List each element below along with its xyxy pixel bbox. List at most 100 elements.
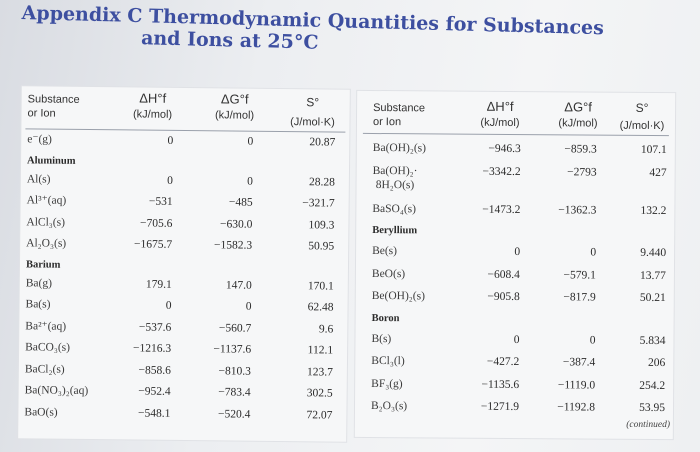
dg-value: −579.1 [563, 269, 596, 282]
dg-value: 0 [247, 135, 254, 148]
dg-value: −783.4 [218, 386, 251, 399]
left-rows: e⁻(g) 0 0 20.87 Aluminum Al(s) 0 0 28.28 Al³⁺(aq)… [22, 86, 350, 421]
dh-value: −531 [148, 195, 173, 208]
dh-value: −3342.2 [482, 165, 521, 178]
header-dh: ΔH°f [486, 98, 514, 114]
continued-note: (continued) [626, 420, 670, 430]
header-or-ion: or Ion [27, 107, 56, 120]
s-value: 62.48 [307, 301, 334, 314]
substance-name: e⁻(g) [27, 133, 52, 146]
substance-name: BaO(s) [24, 405, 58, 419]
substance-name: Al(s) [26, 172, 51, 186]
dh-value: 0 [514, 246, 521, 259]
dh-value: −427.2 [486, 356, 520, 369]
header-s: S° [635, 100, 649, 115]
dg-value: 0 [589, 334, 596, 347]
substance-name: Ba(s) [25, 298, 51, 311]
substance-name: BaCl₂(s) [24, 362, 65, 376]
dh-value: −1216.3 [132, 342, 172, 355]
dh-value: −1271.9 [480, 401, 520, 414]
header-or-ion: or Ion [372, 116, 402, 129]
substance-name: Ba(g) [25, 276, 53, 290]
dg-value: 147.0 [225, 278, 252, 292]
header-dh: ΔH°f [139, 90, 167, 106]
substance-name: Al³⁺(aq) [26, 194, 67, 207]
s-value: 112.1 [307, 344, 334, 357]
substance-name: Be(s) [372, 245, 398, 258]
s-value: −321.7 [302, 197, 335, 210]
substance-name: Be(OH)₂(s) [371, 290, 426, 303]
substance-name: Ba(OH)₂· 8H₂O(s) [372, 164, 418, 191]
dg-value: −560.7 [218, 321, 252, 335]
dh-value: −952.4 [138, 385, 171, 398]
s-value: 28.28 [308, 175, 335, 189]
substance-name: Al₂O₃(s) [26, 237, 67, 250]
s-value: 123.7 [306, 365, 333, 379]
dg-value: −1192.8 [557, 401, 596, 414]
dh-value: 0 [167, 174, 173, 187]
dg-value: −1137.6 [213, 343, 252, 356]
dh-value: −537.6 [138, 321, 172, 334]
dh-value: −705.6 [139, 217, 173, 230]
s-value: 50.95 [308, 240, 335, 253]
section-heading: Beryllium [372, 225, 418, 237]
dg-value: −2793 [567, 165, 597, 179]
substance-name: Ba²⁺(aq) [25, 319, 67, 333]
dh-value: 0 [513, 333, 520, 346]
dh-value: −1675.7 [134, 238, 173, 251]
s-value: 5.834 [639, 334, 666, 347]
header-dg: ΔG°f [220, 91, 249, 107]
header-dg-unit: (kJ/mol) [214, 109, 255, 122]
substance-name: BaSO₄(s) [372, 202, 417, 216]
dg-value: −859.3 [564, 143, 597, 156]
s-value: 53.95 [639, 402, 666, 415]
dg-value: −630.0 [219, 217, 253, 231]
header-substance: Substance [27, 93, 80, 106]
s-value: 9.6 [318, 322, 334, 336]
dg-value: −520.4 [217, 407, 251, 421]
substance-name: BaCO₃(s) [25, 341, 71, 354]
s-value: 206 [648, 357, 666, 370]
dg-value: −810.3 [218, 364, 251, 378]
s-value: 427 [649, 166, 667, 179]
dh-value: 0 [165, 299, 172, 312]
s-value: 13.77 [640, 269, 666, 282]
s-value: 20.87 [309, 136, 336, 149]
substance-name: BeO(s) [371, 267, 406, 280]
section-heading: Barium [25, 258, 61, 271]
s-value: 302.5 [306, 387, 333, 400]
left-table: Substance or Ion ΔH°f (kJ/mol) ΔG°f (kJ/… [18, 86, 350, 442]
s-value: 170.1 [307, 279, 334, 293]
dg-value: 0 [247, 175, 253, 188]
s-value: 254.2 [639, 379, 666, 392]
s-value: 9.440 [640, 247, 667, 260]
s-value: 132.2 [640, 204, 667, 217]
header-s-unit: (J/mol·K) [290, 116, 335, 129]
s-value: 109.3 [308, 218, 335, 232]
dh-value: −548.1 [137, 407, 171, 420]
header-s-unit: (J/mol·K) [619, 119, 665, 133]
dh-value: 179.1 [145, 278, 172, 291]
substance-name: B₂O₃(s) [370, 400, 408, 413]
header-s: S° [306, 95, 320, 110]
substance-name: Ba(OH)₂(s) [372, 142, 427, 155]
s-value: 72.07 [306, 408, 333, 422]
section-heading: Boron [371, 312, 400, 324]
substance-name: BF₃(g) [371, 377, 403, 390]
dh-value: −946.3 [488, 142, 521, 156]
header-dh-unit: (kJ/mol) [132, 108, 173, 121]
dh-value: −905.8 [487, 291, 520, 304]
header-substance: Substance [373, 102, 426, 115]
dg-value: 0 [590, 246, 597, 259]
substance-name: Ba(NO₃)₂(aq) [24, 384, 89, 398]
right-table: Substance or Ion ΔH°f (kJ/mol) ΔG°f (kJ/… [354, 90, 676, 440]
dh-value: −1473.2 [482, 203, 521, 216]
dg-value: −817.9 [563, 291, 596, 304]
dh-value: 0 [167, 134, 174, 147]
dg-value: −1119.0 [557, 379, 596, 392]
section-heading: Aluminum [27, 154, 76, 167]
dh-value: −608.4 [487, 268, 520, 281]
dh-value: −858.6 [138, 364, 171, 377]
s-value: 50.21 [639, 292, 666, 305]
